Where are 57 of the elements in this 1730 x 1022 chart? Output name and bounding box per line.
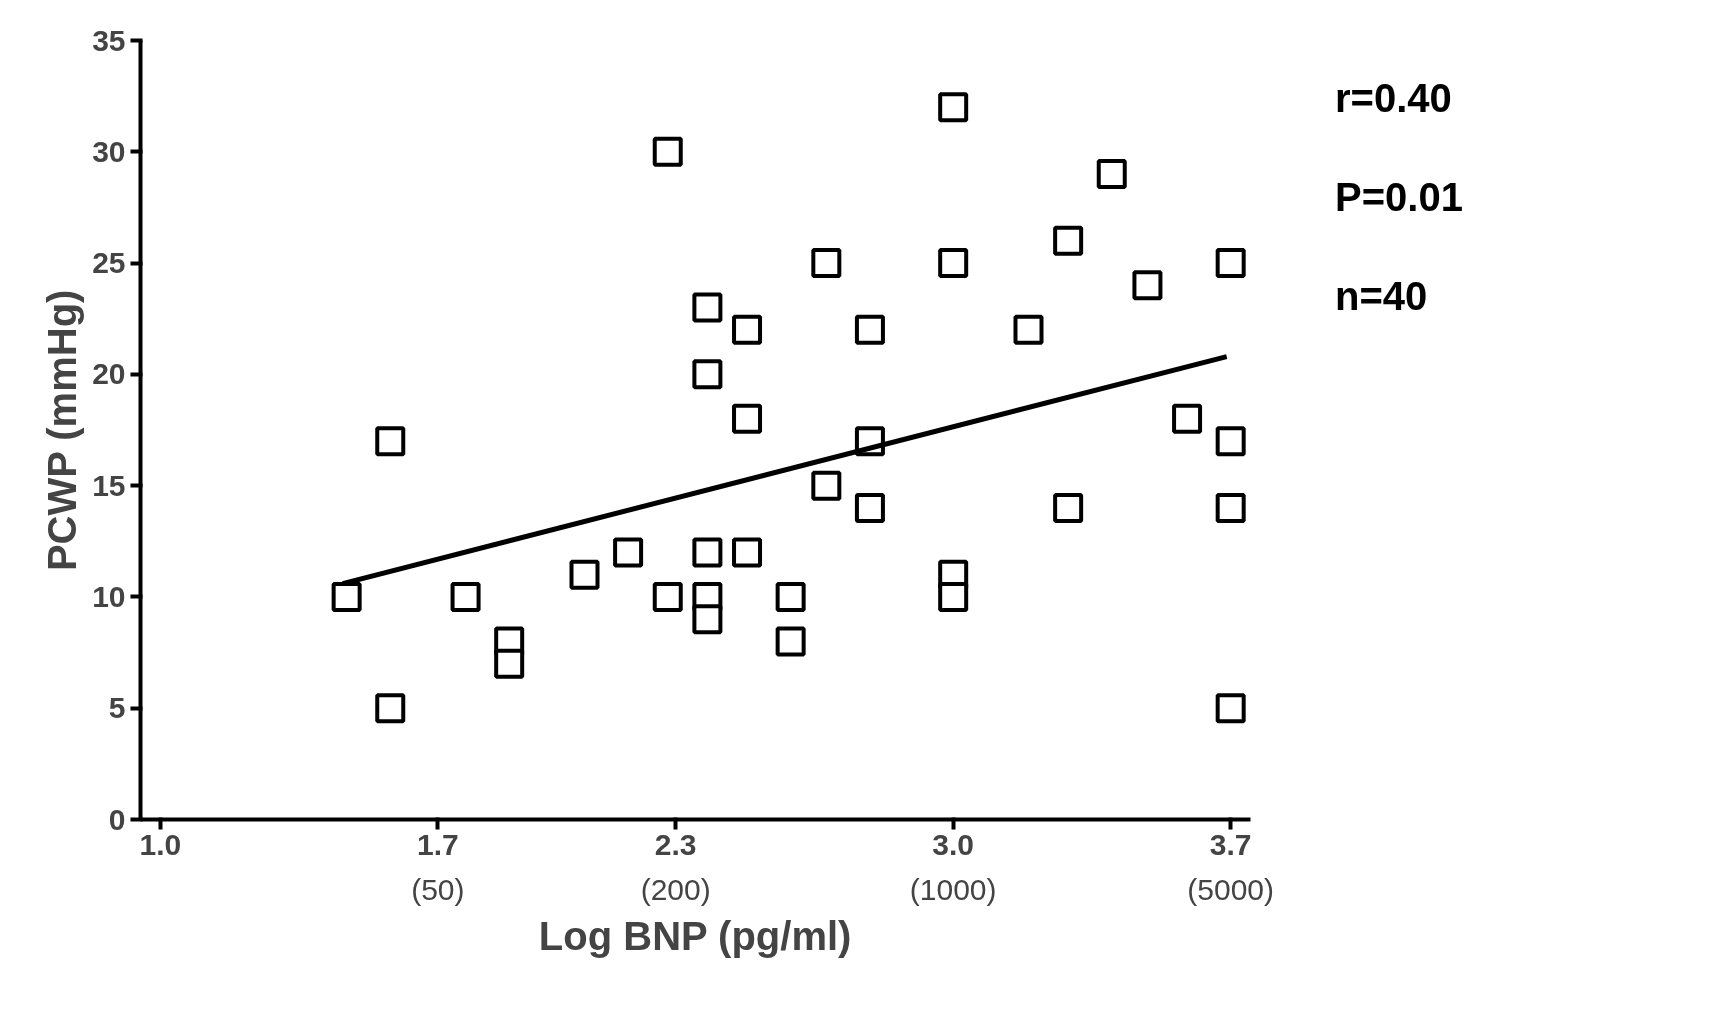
point (494, 648, 525, 679)
point (811, 470, 842, 501)
point (331, 581, 362, 612)
point (732, 537, 763, 568)
point (1132, 270, 1163, 301)
y-tick-label: 5 (108, 691, 126, 725)
point (1013, 314, 1044, 345)
point (652, 581, 683, 612)
point (854, 492, 885, 523)
point (613, 537, 644, 568)
text: n=40 (1335, 273, 1429, 321)
point (375, 426, 406, 457)
point (652, 136, 683, 167)
point (775, 626, 806, 657)
y-tick-label: 10 (92, 579, 126, 613)
point (569, 559, 600, 590)
point (811, 248, 842, 279)
point (1053, 492, 1084, 523)
point (1215, 492, 1246, 523)
text: (200) (640, 872, 711, 906)
point (938, 581, 969, 612)
point (692, 604, 723, 635)
x-tick-label: 3.7 (1209, 827, 1252, 861)
text: P=0.01 (1335, 174, 1463, 222)
x-axis-title: Log BNP (pg/ml) (538, 913, 852, 958)
x-tick-label: 1.7 (416, 827, 459, 861)
point (450, 581, 481, 612)
point (1172, 403, 1203, 434)
point (375, 693, 406, 724)
point (938, 92, 969, 123)
point (1215, 426, 1246, 457)
text: (5000) (1187, 872, 1275, 906)
x-tick-label: 2.3 (654, 827, 697, 861)
point (1215, 248, 1246, 279)
point (732, 403, 763, 434)
point (1215, 693, 1246, 724)
point (732, 314, 763, 345)
point (1053, 225, 1084, 256)
point (692, 537, 723, 568)
y-tick-label: 25 (92, 246, 126, 280)
point (1096, 159, 1127, 190)
point (775, 581, 806, 612)
y-tick-label: 0 (108, 802, 126, 836)
x-tick-label: 3.0 (932, 827, 975, 861)
y-tick-label: 30 (92, 134, 126, 168)
text: (1000) (909, 872, 997, 906)
y-tick-label: 35 (92, 23, 126, 57)
point (692, 292, 723, 323)
y-tick-label: 20 (92, 357, 126, 391)
point (854, 314, 885, 345)
point (692, 359, 723, 390)
text: r=0.40 (1335, 75, 1453, 122)
y-tick-label: 15 (92, 468, 126, 502)
text: (50) (411, 872, 465, 906)
point (938, 248, 969, 279)
y-axis-title: PCWP (mmHg) (40, 289, 85, 572)
x-tick-label: 1.0 (139, 827, 182, 861)
